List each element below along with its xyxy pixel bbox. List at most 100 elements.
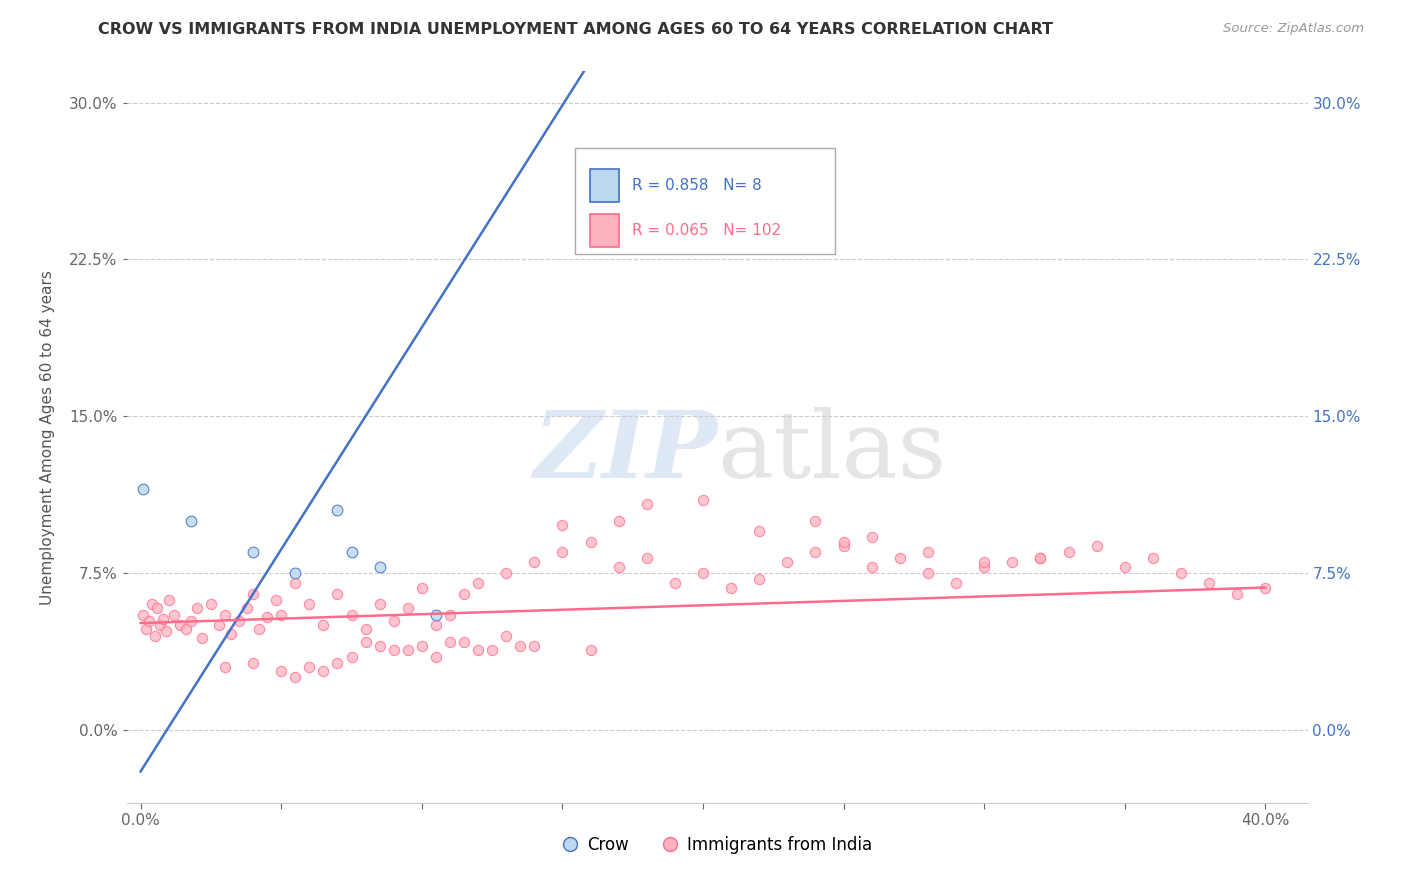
Point — [284, 670, 307, 684]
Point — [242, 587, 264, 601]
Point — [509, 639, 531, 653]
Point — [236, 601, 259, 615]
Text: R = 0.065   N= 102: R = 0.065 N= 102 — [633, 223, 782, 238]
Point — [1057, 545, 1080, 559]
Point — [354, 635, 377, 649]
Point — [1170, 566, 1192, 580]
Point — [1029, 551, 1052, 566]
Point — [453, 587, 475, 601]
Point — [664, 576, 686, 591]
Point — [1254, 581, 1277, 595]
Point — [143, 629, 166, 643]
Point — [636, 551, 658, 566]
Point — [284, 566, 307, 580]
Point — [146, 601, 169, 615]
Point — [467, 643, 489, 657]
Point — [607, 514, 630, 528]
Point — [396, 601, 419, 615]
Point — [467, 576, 489, 591]
Point — [481, 643, 503, 657]
Point — [340, 545, 363, 559]
Point — [523, 556, 546, 570]
Point — [155, 624, 177, 639]
Point — [191, 631, 214, 645]
Point — [692, 566, 714, 580]
Point — [326, 503, 349, 517]
Point — [396, 643, 419, 657]
Point — [368, 597, 391, 611]
Point — [132, 607, 155, 622]
Point — [284, 576, 307, 591]
Legend: Crow, Immigrants from India: Crow, Immigrants from India — [555, 829, 879, 860]
Point — [382, 614, 405, 628]
Point — [326, 656, 349, 670]
Point — [382, 643, 405, 657]
Point — [1085, 539, 1108, 553]
Point — [242, 656, 264, 670]
Point — [1226, 587, 1249, 601]
Point — [720, 581, 742, 595]
Point — [411, 581, 433, 595]
Point — [1142, 551, 1164, 566]
Point — [174, 623, 197, 637]
Point — [804, 514, 827, 528]
Point — [636, 497, 658, 511]
Point — [1001, 556, 1024, 570]
Point — [523, 639, 546, 653]
Point — [368, 559, 391, 574]
Point — [860, 559, 883, 574]
Point — [149, 618, 172, 632]
Point — [298, 597, 321, 611]
Point — [607, 559, 630, 574]
Point — [180, 514, 202, 528]
Point — [368, 639, 391, 653]
Point — [135, 623, 157, 637]
Point — [453, 635, 475, 649]
Point — [832, 534, 855, 549]
FancyBboxPatch shape — [589, 214, 619, 247]
Point — [312, 618, 335, 632]
Point — [945, 576, 967, 591]
Point — [425, 607, 447, 622]
Point — [917, 545, 939, 559]
Point — [354, 623, 377, 637]
Point — [889, 551, 911, 566]
Text: CROW VS IMMIGRANTS FROM INDIA UNEMPLOYMENT AMONG AGES 60 TO 64 YEARS CORRELATION: CROW VS IMMIGRANTS FROM INDIA UNEMPLOYME… — [98, 22, 1053, 37]
Point — [579, 643, 602, 657]
Text: atlas: atlas — [717, 407, 946, 497]
Point — [748, 572, 770, 586]
Point — [132, 483, 155, 497]
Point — [340, 649, 363, 664]
Point — [495, 629, 517, 643]
Point — [495, 566, 517, 580]
Point — [551, 545, 574, 559]
Point — [264, 593, 287, 607]
Point — [169, 618, 191, 632]
Point — [551, 517, 574, 532]
Point — [804, 545, 827, 559]
Point — [180, 614, 202, 628]
Point — [138, 614, 160, 628]
Point — [186, 601, 208, 615]
Point — [200, 597, 222, 611]
Point — [152, 612, 174, 626]
Point — [425, 649, 447, 664]
Point — [270, 664, 292, 678]
Point — [214, 607, 236, 622]
Point — [298, 660, 321, 674]
FancyBboxPatch shape — [575, 148, 835, 254]
Point — [748, 524, 770, 538]
Point — [256, 609, 278, 624]
Point — [1198, 576, 1220, 591]
Point — [242, 545, 264, 559]
FancyBboxPatch shape — [589, 169, 619, 202]
Point — [228, 614, 250, 628]
Text: Source: ZipAtlas.com: Source: ZipAtlas.com — [1223, 22, 1364, 36]
Point — [163, 607, 186, 622]
Point — [439, 607, 461, 622]
Y-axis label: Unemployment Among Ages 60 to 64 years: Unemployment Among Ages 60 to 64 years — [41, 269, 55, 605]
Point — [860, 530, 883, 544]
Point — [312, 664, 335, 678]
Point — [1029, 551, 1052, 566]
Point — [214, 660, 236, 674]
